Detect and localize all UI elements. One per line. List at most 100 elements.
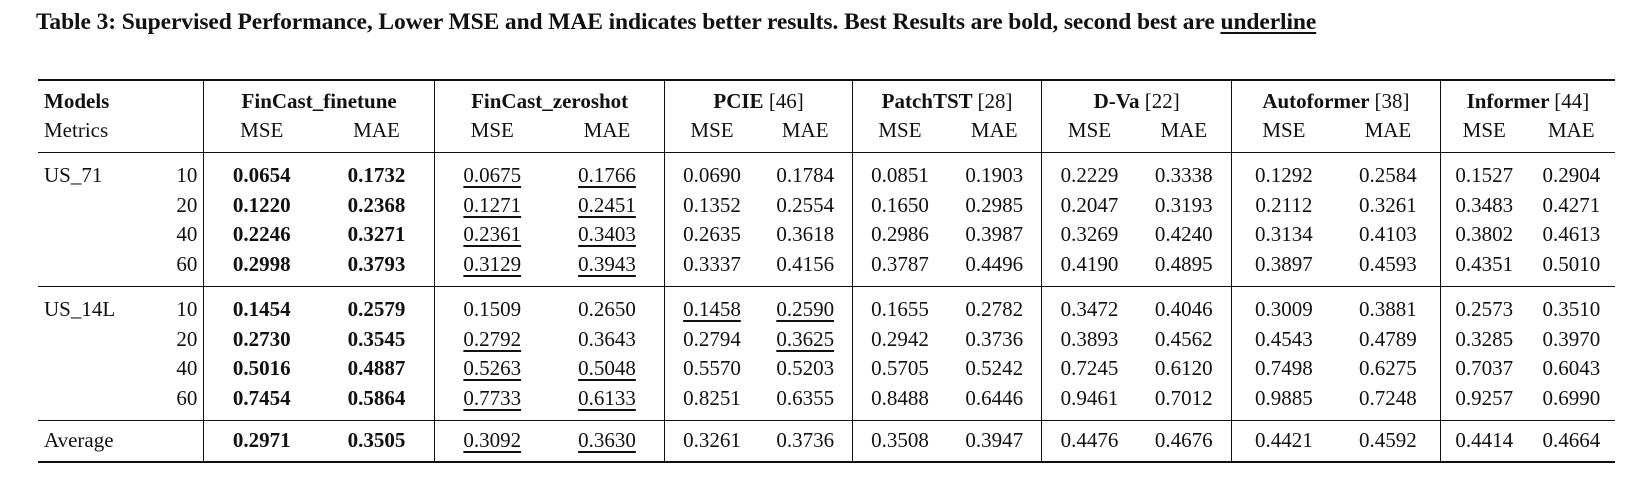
metric-name: MAE	[1364, 118, 1412, 142]
metric-value: 0.3943	[578, 251, 636, 276]
value-cell: 0.6990	[1528, 384, 1615, 421]
table-row: US_14L 10 0.1454 0.2579 0.1509 0.2650 0.1458 0.…	[38, 286, 1615, 325]
horizon-cell: 20	[150, 325, 204, 355]
dataset-cell	[38, 191, 150, 221]
metric-value: 0.3193	[1154, 192, 1213, 217]
table-row: 40 0.2246 0.3271 0.2361 0.3403 0.2635 0.3618 0.…	[38, 220, 1615, 250]
average-value: 0.3947	[965, 428, 1024, 452]
horizon-value: 60	[176, 251, 198, 276]
value-cell: 0.1292	[1230, 152, 1336, 191]
metric-value: 0.4613	[1542, 222, 1601, 246]
metric-value: 0.2635	[683, 222, 741, 246]
value-cell: 0.5263	[433, 354, 550, 384]
model-ref: [28]	[977, 89, 1013, 113]
dataset-cell	[38, 220, 150, 250]
value-cell: 0.1903	[947, 152, 1042, 191]
value-cell: 0.7245	[1041, 354, 1137, 384]
table-caption: Table 3: Supervised Performance, Lower M…	[36, 9, 1616, 36]
metric-value: 0.1655	[871, 297, 929, 321]
metric-value: 0.2792	[463, 326, 522, 351]
metric-value: 0.4271	[1542, 192, 1601, 217]
value-cell: 0.4240	[1137, 220, 1232, 250]
model-header: PatchTST [28]	[851, 79, 1042, 116]
value-cell: 0.2361	[433, 220, 550, 250]
metric-value: 0.1784	[776, 163, 835, 187]
value-cell: 0.6133	[550, 384, 665, 421]
metric-value: 0.3618	[776, 222, 835, 246]
value-cell: 0.4593	[1336, 250, 1440, 287]
value-cell: 0.4562	[1137, 325, 1232, 355]
metric-value: 0.3337	[683, 251, 741, 276]
horizon-cell: 60	[150, 384, 204, 421]
metric-name: MAE	[583, 118, 631, 142]
metric-value: 0.6120	[1154, 356, 1213, 380]
metric-header: MAE	[1336, 116, 1440, 153]
dataset-cell	[38, 250, 150, 287]
value-cell: 0.2985	[947, 191, 1042, 221]
value-cell: 0.2579	[319, 286, 435, 325]
value-cell: 0.1732	[319, 152, 435, 191]
average-value-cell: 0.4676	[1136, 420, 1232, 463]
value-cell: 0.3129	[433, 249, 550, 287]
metric-value: 0.1766	[578, 163, 636, 187]
model-name: PatchTST	[881, 89, 973, 113]
metric-value: 0.3987	[965, 222, 1024, 246]
value-cell: 0.0690	[664, 152, 759, 191]
value-cell: 0.1509	[433, 286, 550, 325]
value-cell: 0.4789	[1336, 325, 1440, 355]
metric-name: MSE	[1462, 118, 1506, 142]
value-cell: 0.1352	[664, 190, 759, 220]
value-cell: 0.5242	[947, 354, 1042, 384]
average-value: 0.4421	[1255, 428, 1313, 452]
metric-value: 0.0675	[463, 163, 522, 187]
metric-header: MSE	[1439, 116, 1528, 153]
metric-value: 0.6355	[776, 385, 835, 410]
metric-value: 0.3893	[1060, 326, 1119, 351]
metric-value: 0.0654	[232, 163, 291, 187]
value-cell: 0.2368	[319, 191, 434, 221]
metric-value: 0.7733	[463, 385, 522, 410]
metric-value: 0.6133	[578, 385, 636, 410]
horizon-value: 40	[176, 356, 198, 380]
table-row: US_71 10 0.0654 0.1732 0.0675 0.1766 0.0690 0.1…	[38, 152, 1615, 191]
average-label-cell: Average	[38, 420, 204, 463]
horizon-value: 10	[176, 297, 198, 321]
value-cell: 0.3893	[1041, 324, 1137, 354]
model-name: FinCast_zeroshot	[471, 89, 629, 113]
average-value-cell: 0.4664	[1527, 420, 1615, 463]
metric-value: 0.4351	[1455, 251, 1514, 276]
metric-value: 0.5263	[463, 356, 522, 380]
metric-header: MAE	[1528, 116, 1615, 153]
model-name: PCIE	[713, 89, 764, 113]
value-cell: 0.3643	[550, 325, 665, 355]
value-cell: 0.2590	[758, 286, 853, 325]
metric-value: 0.4103	[1359, 222, 1417, 246]
metric-value: 0.4887	[347, 356, 406, 380]
table-row: 20 0.2730 0.3545 0.2792 0.3643 0.2794 0.3625 0.…	[38, 324, 1615, 355]
metric-header: MAE	[319, 116, 434, 153]
value-cell: 0.2986	[851, 220, 948, 250]
metric-value: 0.4562	[1154, 326, 1213, 351]
metric-value: 0.3625	[776, 326, 835, 351]
metric-value: 0.0690	[683, 163, 741, 187]
value-cell: 0.3736	[947, 325, 1042, 355]
value-cell: 0.1271	[433, 190, 550, 220]
value-cell: 0.0851	[851, 152, 948, 191]
value-cell: 0.3269	[1041, 220, 1137, 250]
model-ref: [38]	[1374, 89, 1410, 113]
model-header: FinCast_finetune	[203, 79, 435, 116]
value-cell: 0.5864	[319, 384, 434, 421]
value-cell: 0.5010	[1528, 250, 1615, 287]
metric-value: 0.5570	[683, 356, 741, 380]
metric-value: 0.5242	[965, 356, 1024, 380]
value-cell: 0.2794	[664, 324, 759, 354]
value-cell: 0.6120	[1137, 354, 1232, 384]
value-cell: 0.8488	[851, 383, 948, 421]
value-cell: 0.3787	[851, 249, 948, 287]
horizon-value: 20	[176, 192, 198, 217]
value-cell: 0.4887	[319, 354, 434, 384]
metric-value: 0.6043	[1542, 356, 1601, 380]
value-cell: 0.3970	[1528, 325, 1615, 355]
value-cell: 0.2782	[947, 286, 1042, 325]
metric-value: 0.2985	[965, 192, 1024, 217]
